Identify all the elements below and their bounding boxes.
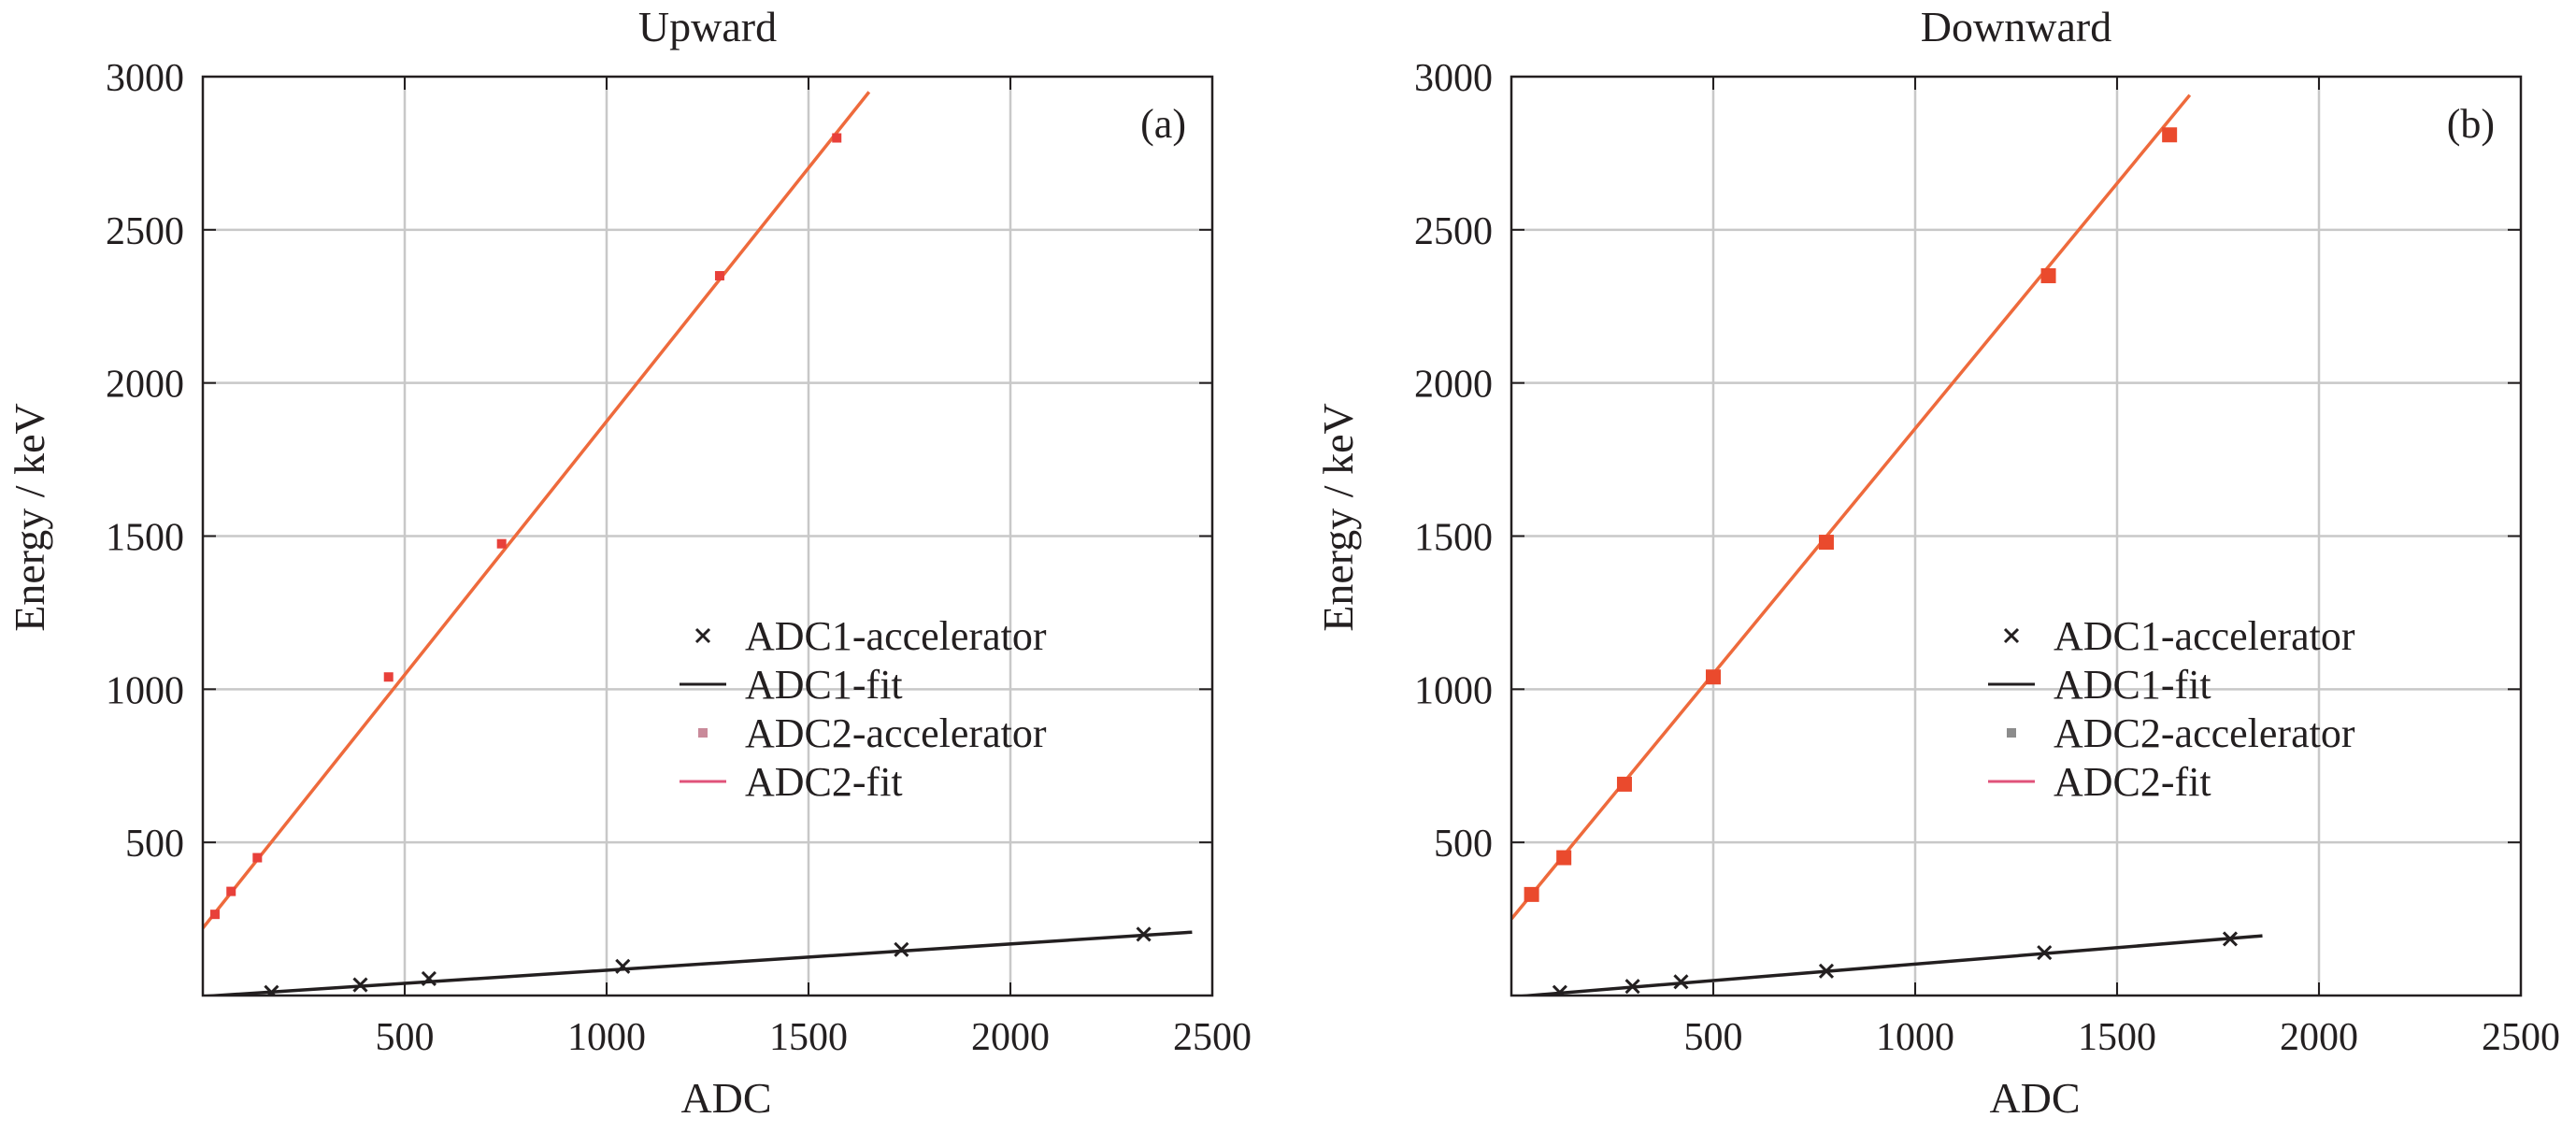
legend-label: ADC1-fit — [745, 662, 903, 708]
y-tick-label: 1000 — [1414, 669, 1493, 712]
chart-panel-2: 500 1000 1500 2000 2500 500 1000 1500 2000 2500 30… — [1314, 3, 2560, 1122]
x-tick-label: 1000 — [567, 1016, 646, 1059]
data-point-adc2-accelerator — [1706, 669, 1721, 685]
y-tick-label: 2500 — [1414, 210, 1493, 253]
legend-label: ADC1-fit — [2054, 662, 2211, 708]
x-axis-title: ADC — [680, 1074, 771, 1122]
x-axis-title: ADC — [1989, 1074, 2080, 1122]
legend-label: ADC2-fit — [2054, 759, 2211, 805]
data-point-adc2-accelerator — [1556, 850, 1572, 866]
data-point-adc1-accelerator — [264, 984, 279, 996]
legend-marker — [2007, 728, 2016, 738]
panel-title: Upward — [638, 3, 777, 50]
data-point-adc2-accelerator — [383, 672, 394, 682]
plot-area — [1511, 93, 2263, 996]
plot-frame — [201, 75, 1214, 997]
data-point-adc1-accelerator — [1552, 984, 1567, 996]
panel-label: (a) — [1140, 101, 1186, 147]
panel-label: (b) — [2447, 101, 2495, 147]
legend-label: ADC1-accelerator — [745, 613, 1047, 659]
data-point-adc1-accelerator — [1136, 926, 1152, 942]
data-point-adc1-accelerator — [2222, 931, 2239, 947]
data-point-adc1-accelerator — [1624, 979, 1640, 995]
data-point-adc2-accelerator — [2162, 127, 2178, 143]
data-point-adc2-accelerator — [1616, 776, 1632, 792]
x-tick-label: 2000 — [2280, 1016, 2358, 1059]
y-tick-label: 1000 — [106, 669, 184, 712]
legend-marker — [2003, 627, 2020, 644]
y-axis-title: Energy / keV — [1314, 403, 1362, 631]
x-tick-label: 500 — [376, 1016, 435, 1059]
series-line-adc1-fit — [1511, 934, 2263, 996]
plot-area — [203, 91, 1193, 996]
grid — [1511, 77, 2521, 996]
y-tick-label: 2000 — [1414, 364, 1493, 407]
data-point-adc2-accelerator — [714, 270, 724, 280]
y-tick-label: 3000 — [1414, 57, 1493, 100]
legend-marker — [694, 627, 711, 644]
data-point-adc1-accelerator — [2037, 945, 2053, 961]
legend: ADC1-acceleratorADC1-fitADC2-accelerator… — [680, 613, 1047, 805]
y-tick-label: 500 — [1434, 823, 1493, 866]
plot-frame — [1510, 75, 2523, 997]
chart-panel-1: 500 1000 1500 2000 2500 500 1000 1500 2000 2500 30… — [6, 3, 1252, 1122]
data-point-adc2-accelerator — [2040, 267, 2056, 283]
legend-label: ADC2-fit — [745, 759, 903, 805]
y-tick-label: 3000 — [106, 57, 184, 100]
data-point-adc1-accelerator — [421, 970, 436, 987]
data-point-adc1-accelerator — [352, 977, 368, 993]
x-tick-label: 2000 — [971, 1016, 1050, 1059]
series-line-adc2-fit — [203, 91, 871, 929]
data-point-adc1-accelerator — [1673, 974, 1689, 990]
legend-marker — [698, 728, 708, 738]
data-point-adc2-accelerator — [252, 853, 263, 863]
x-tick-label: 2500 — [1173, 1016, 1252, 1059]
x-tick-label: 2500 — [2482, 1016, 2560, 1059]
legend-label: ADC2-accelerator — [2054, 710, 2355, 756]
y-tick-label: 1500 — [106, 517, 184, 560]
data-point-adc2-accelerator — [832, 133, 842, 143]
legend-label: ADC1-accelerator — [2054, 613, 2355, 659]
data-point-adc2-accelerator — [209, 910, 220, 920]
y-tick-label: 1500 — [1414, 517, 1493, 560]
x-tick-label: 1500 — [2078, 1016, 2156, 1059]
data-point-adc2-accelerator — [496, 538, 507, 549]
data-point-adc1-accelerator — [1818, 963, 1835, 979]
legend-label: ADC2-accelerator — [745, 710, 1047, 756]
series-line-adc1-fit — [203, 930, 1193, 996]
x-tick-label: 500 — [1684, 1016, 1743, 1059]
legend: ADC1-acceleratorADC1-fitADC2-accelerator… — [1988, 613, 2355, 805]
y-tick-label: 2000 — [106, 364, 184, 407]
x-tick-label: 1500 — [769, 1016, 848, 1059]
x-tick-label: 1000 — [1876, 1016, 1954, 1059]
data-point-adc2-accelerator — [226, 886, 236, 896]
y-axis-title: Energy / keV — [6, 403, 53, 631]
data-point-adc2-accelerator — [1524, 886, 1539, 902]
tick-marks — [1511, 76, 2522, 996]
data-point-adc1-accelerator — [894, 941, 909, 957]
y-tick-label: 2500 — [106, 210, 184, 253]
panel-title: Downward — [1921, 3, 2111, 50]
data-point-adc2-accelerator — [1818, 535, 1834, 551]
data-point-adc1-accelerator — [615, 958, 631, 974]
grid — [203, 77, 1212, 996]
y-tick-label: 500 — [125, 823, 184, 866]
